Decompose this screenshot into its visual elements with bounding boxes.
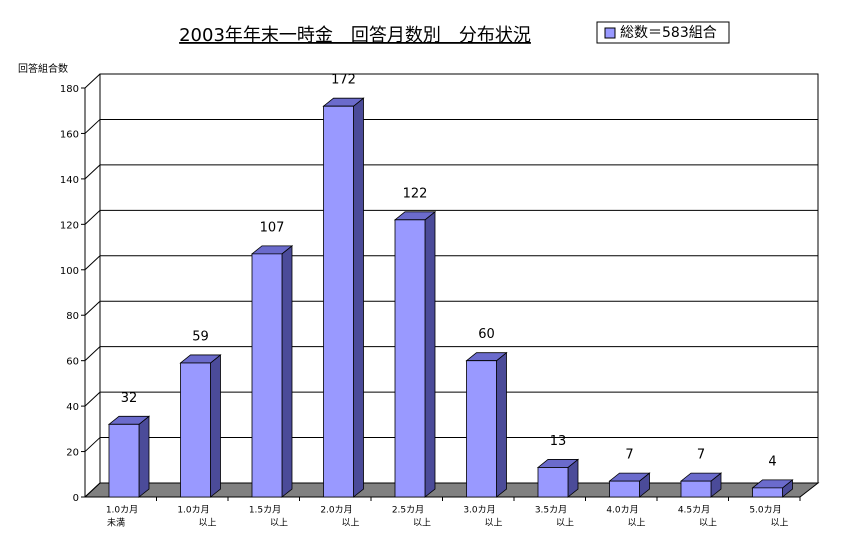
value-label: 32 [121,391,138,406]
bar-side [424,210,436,498]
grid-line [84,391,101,407]
x-tick-label: 4.5カ月 [678,505,710,516]
x-tick-label: 以上 [198,518,216,529]
grid-line [84,73,101,89]
grid-line [84,482,101,498]
value-label: 7 [697,448,705,463]
x-tick-label: 以上 [484,518,502,529]
y-tick-label: 20 [66,448,79,459]
value-label: 13 [550,434,567,449]
bar [107,415,151,498]
x-tick-label: 5.0カ月 [749,505,781,516]
bar-side [496,351,507,498]
y-tick-label: 160 [60,129,79,140]
legend-box [596,21,730,44]
bar-front [609,480,640,498]
x-tick-label: 未満 [107,517,125,529]
bar [608,472,651,498]
bar [536,458,580,498]
x-tick-label: 以上 [341,518,359,529]
y-tick-label: 80 [66,311,79,322]
bar [679,472,723,498]
bar-side [353,97,364,498]
x-tick-label: 以上 [556,518,574,529]
bar-front [394,219,426,498]
value-label: 107 [260,220,285,235]
y-axis-label: 回答組合数 [18,62,68,75]
grid-line [84,119,101,134]
chart-title: 2003年年末一時金 回答月数別 分布状況 [179,25,531,46]
x-tick-label: 以上 [699,518,717,529]
grid-line [84,300,101,316]
x-tick-label: 1.0カ月 [106,505,138,516]
x-tick-label: 1.5カ月 [249,505,281,516]
legend-label: 総数＝583組合 [620,25,717,41]
bar [751,479,794,498]
bar-front [108,423,140,498]
bar [465,351,508,498]
bar-front [251,253,283,498]
x-tick-label: 以上 [413,518,431,529]
y-tick-label: 0 [73,493,79,504]
grid-line [84,437,101,452]
bar-front [323,105,354,498]
y-tick-label: 100 [60,266,79,277]
value-label: 122 [403,186,428,201]
bar-front [537,467,569,498]
y-tick-label: 40 [66,402,79,413]
y-tick-label: 140 [60,175,79,186]
x-tick-label: 3.5カ月 [535,505,567,516]
bar-side [281,245,293,498]
x-tick-label: 2.0カ月 [320,505,352,516]
x-tick-label: 以上 [627,518,645,529]
x-tick-label: 4.0カ月 [606,505,638,516]
bar-front [680,480,712,498]
bar-front [180,362,211,498]
value-label: 59 [192,329,209,344]
grid-line [84,209,101,225]
bar-front [466,360,497,498]
bar [322,97,365,498]
y-tick-label: 60 [66,357,79,368]
y-tick-label: 120 [60,220,79,231]
bar [250,245,294,498]
grid-line [84,255,101,271]
bar [393,210,437,498]
x-tick-label: 以上 [270,518,288,529]
x-tick-label: 以上 [770,518,788,529]
x-tick-label: 3.0カ月 [463,505,495,516]
bar-side [210,354,221,498]
bar-front [752,487,783,498]
legend-swatch [604,27,616,39]
value-label: 60 [478,327,495,342]
grid-line [84,164,101,180]
bar [179,354,222,498]
y-tick-label: 180 [60,84,79,95]
grid-line [84,346,101,362]
value-label: 172 [331,73,356,88]
x-tick-label: 2.5カ月 [392,505,424,516]
x-tick-label: 1.0カ月 [177,505,209,516]
value-label: 7 [625,448,633,463]
bar-side [138,415,150,498]
value-label: 4 [768,454,776,469]
